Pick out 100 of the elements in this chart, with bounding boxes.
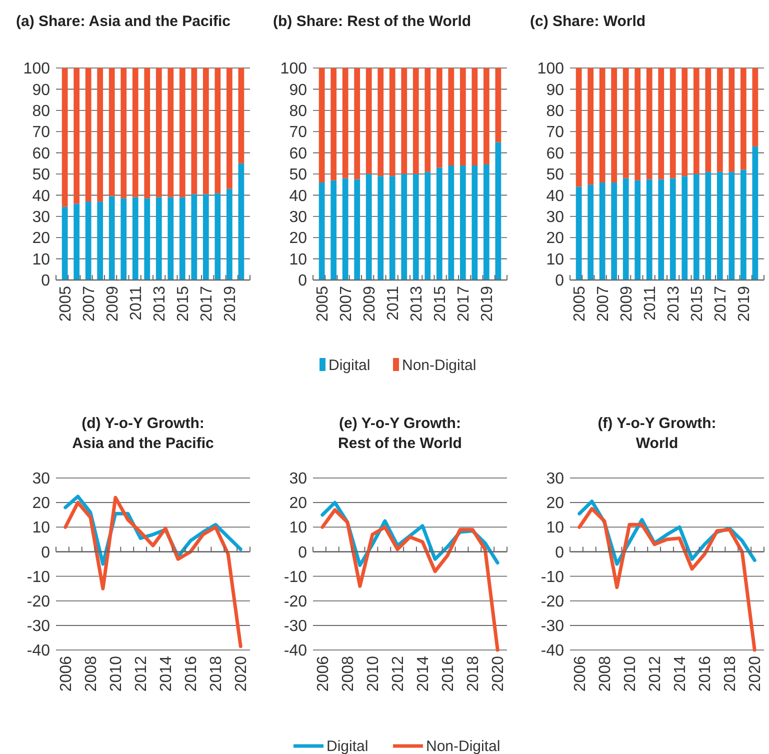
legend-label: Digital <box>328 357 370 374</box>
x-tick-label: 2007 <box>594 286 612 322</box>
bar <box>460 166 466 280</box>
x-tick-label: 2018 <box>208 656 226 692</box>
y-tick-label: 60 <box>32 145 50 162</box>
bar <box>108 196 115 280</box>
y-tick-label: 90 <box>32 82 50 99</box>
bar <box>622 68 629 178</box>
y-tick-label: 100 <box>537 60 564 78</box>
bar <box>366 68 372 174</box>
bar <box>682 68 688 176</box>
y-tick-label: 100 <box>280 60 308 78</box>
bar <box>389 176 396 280</box>
bar <box>436 168 442 280</box>
x-tick-label: 2018 <box>465 656 482 692</box>
y-tick-label: 70 <box>546 124 564 142</box>
x-tick-label: 2010 <box>622 656 640 692</box>
x-tick-label: 2017 <box>456 286 473 322</box>
y-tick-label: 30 <box>289 209 308 226</box>
bar <box>191 194 198 280</box>
x-tick-label: 2016 <box>440 656 458 692</box>
y-tick-label: 100 <box>23 60 50 78</box>
bar <box>85 68 92 202</box>
bar <box>588 68 594 185</box>
x-tick-label: 2006 <box>572 656 589 692</box>
x-tick-label: 2014 <box>158 656 176 692</box>
chart-title: (d) Y-o-Y Growth: Asia and the Pacific <box>72 415 214 452</box>
y-tick-label: 80 <box>32 103 50 120</box>
y-tick-label: -30 <box>540 618 564 636</box>
x-tick-label: 2013 <box>408 286 426 322</box>
x-tick-label: 2011 <box>384 286 402 320</box>
bar <box>366 174 372 280</box>
y-tick-label: 20 <box>546 495 564 512</box>
x-tick-label: 2010 <box>108 656 126 692</box>
bar <box>342 178 348 280</box>
bar <box>97 68 104 202</box>
y-tick-label: -40 <box>26 642 50 660</box>
bar <box>752 146 758 280</box>
y-tick-label: -30 <box>26 618 50 636</box>
bar <box>354 179 360 280</box>
y-tick-label: 80 <box>546 103 564 120</box>
x-tick-label: 2015 <box>688 286 706 322</box>
y-tick-label: 50 <box>289 166 308 184</box>
x-tick-label: 2020 <box>747 656 764 692</box>
y-tick-label: -10 <box>540 568 564 586</box>
bar <box>483 164 490 280</box>
bar <box>378 68 384 176</box>
y-tick-label: -30 <box>284 618 308 636</box>
bar <box>634 180 641 280</box>
y-tick-label: 70 <box>32 124 50 142</box>
bar <box>74 68 80 204</box>
x-tick-label: 2019 <box>222 286 240 322</box>
bar <box>179 68 186 198</box>
bar <box>378 176 384 280</box>
x-tick-label: 2012 <box>647 656 664 692</box>
bar <box>401 174 408 280</box>
bar <box>132 68 138 198</box>
y-tick-label: 90 <box>289 82 308 99</box>
y-tick-label: 40 <box>546 188 564 205</box>
y-tick-label: 0 <box>41 544 50 562</box>
x-tick-label: 2013 <box>665 286 682 322</box>
bar <box>62 206 68 280</box>
x-tick-label: 2014 <box>415 656 432 692</box>
x-tick-label: 2020 <box>233 656 250 692</box>
bar <box>214 193 221 280</box>
x-tick-label: 2009 <box>104 286 122 322</box>
y-tick-label: 20 <box>32 495 50 512</box>
bar <box>214 68 221 194</box>
bar <box>495 68 502 142</box>
bar <box>318 68 325 182</box>
bar <box>682 176 688 280</box>
bar <box>202 68 209 194</box>
bar <box>330 68 337 180</box>
bar <box>611 182 618 280</box>
bar <box>611 68 618 182</box>
bar <box>168 68 174 198</box>
x-tick-label: 2005 <box>571 286 588 322</box>
bar <box>318 182 325 280</box>
y-tick-label: 0 <box>298 544 308 562</box>
bar <box>62 68 68 207</box>
bar <box>424 172 431 280</box>
bar <box>670 68 676 178</box>
bar <box>74 204 80 280</box>
y-tick-label: 40 <box>32 188 50 205</box>
x-tick-label: 2007 <box>338 286 355 322</box>
bar <box>599 182 606 280</box>
x-tick-label: 2017 <box>198 286 216 322</box>
bar <box>728 172 735 280</box>
bar <box>483 68 490 164</box>
bar <box>448 166 454 280</box>
y-tick-label: -40 <box>284 642 308 660</box>
bar <box>670 178 676 280</box>
bar <box>728 68 735 172</box>
y-tick-label: 20 <box>546 230 564 248</box>
bar <box>693 68 700 174</box>
line-series <box>578 506 756 652</box>
bar <box>120 68 127 198</box>
bar <box>179 197 186 280</box>
bar <box>108 68 115 196</box>
x-tick-label: 2006 <box>314 656 332 692</box>
